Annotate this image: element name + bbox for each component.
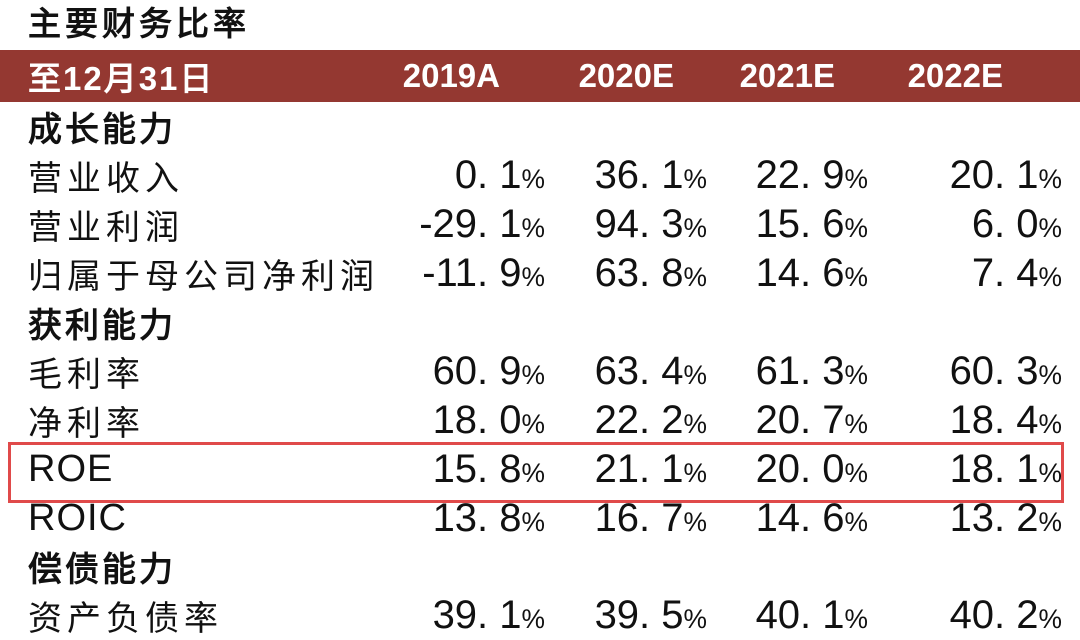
cell-value: 18. 0% (432, 398, 545, 442)
cell-value: 22. 9% (755, 153, 868, 197)
section-row: 偿债能力 (0, 542, 1080, 591)
row-label: 营业收入 (28, 161, 184, 198)
cell-value: 20. 0% (755, 446, 868, 491)
section-row: 成长能力 (0, 102, 1080, 151)
cell-value: 18. 4% (949, 398, 1062, 442)
cell-value: 14. 6% (755, 495, 868, 540)
cell-value: 36. 1% (594, 153, 707, 197)
section-label: 获利能力 (28, 308, 176, 345)
table-row: 营业收入 0. 1% 36. 1% 22. 9% 20. 1% (0, 151, 1080, 200)
page-title: 主要财务比率 (28, 7, 250, 43)
cell-value: 14. 6% (755, 251, 868, 295)
cell-value: 39. 1% (432, 593, 545, 638)
cell-value: 61. 3% (755, 349, 868, 393)
cell-value: 18. 1% (949, 446, 1062, 491)
cell-value: 21. 1% (594, 446, 707, 491)
cell-value: 15. 6% (755, 202, 868, 246)
cell-value: 20. 7% (755, 398, 868, 442)
table-row: 净利率 18. 0% 22. 2% 20. 7% 18. 4% (0, 396, 1080, 445)
table-row: 资产负债率 39. 1% 39. 5% 40. 1% 40. 2% (0, 591, 1080, 640)
cell-value: 63. 4% (594, 349, 707, 393)
section-label: 偿债能力 (28, 552, 176, 590)
financial-ratios-table: 至12月31日 2019A 2020E 2021E 2022E 成长能力营业收入 0. 1… (0, 50, 1080, 640)
table-body: 成长能力营业收入 0. 1% 36. 1% 22. 9% 20. 1% 营业利润 -29. … (0, 102, 1080, 640)
cell-value: -11. 9% (422, 251, 545, 295)
cell-value: 60. 9% (432, 349, 545, 393)
column-header-date: 至12月31日 (0, 50, 390, 102)
cell-value: -29. 1% (419, 202, 545, 246)
cell-value: 16. 7% (594, 495, 707, 540)
cell-value: 39. 5% (594, 593, 707, 638)
table-row: 毛利率 60. 9% 63. 4% 61. 3% 60. 3% (0, 347, 1080, 396)
row-label: 毛利率 (28, 357, 145, 394)
row-label: ROE (0, 442, 1064, 503)
row-label: 净利率 (28, 406, 145, 443)
cell-value: 60. 3% (949, 349, 1062, 393)
table-header-row: 至12月31日 2019A 2020E 2021E 2022E (0, 50, 1080, 102)
column-header-2022e: 2022E (880, 50, 1080, 102)
row-label: ROIC (28, 496, 127, 539)
cell-value: 15. 8% (432, 446, 545, 491)
highlighted-row: ROE 15. 8% 21. 1% 20. 0% 18. 1% (0, 442, 1080, 503)
table-row: 归属于母公司净利润 -11. 9% 63. 8% 14. 6% 7. 4% (0, 249, 1080, 298)
section-label: 成长能力 (28, 112, 176, 149)
column-header-2019a: 2019A (390, 50, 550, 102)
cell-value: 13. 8% (432, 495, 545, 540)
cell-value: 40. 2% (949, 593, 1062, 638)
cell-value: 22. 2% (594, 398, 707, 442)
table-row: 营业利润 -29. 1% 94. 3% 15. 6% 6. 0% (0, 200, 1080, 249)
section-row: 获利能力 (0, 298, 1080, 347)
cell-value: 6. 0% (971, 202, 1062, 246)
row-label: 营业利润 (28, 210, 184, 247)
cell-value: 20. 1% (949, 153, 1062, 197)
column-header-2021e: 2021E (715, 50, 880, 102)
cell-value: 13. 2% (949, 495, 1062, 540)
row-label: 归属于母公司净利润 (28, 259, 379, 296)
cell-value: 0. 1% (454, 153, 545, 197)
row-label: 资产负债率 (28, 601, 223, 639)
cell-value: 7. 4% (971, 251, 1062, 295)
cell-value: 63. 8% (594, 251, 707, 295)
cell-value: 40. 1% (755, 593, 868, 638)
table-row: ROIC 13. 8% 16. 7% 14. 6% 13. 2% (0, 494, 1080, 543)
cell-value: 94. 3% (594, 202, 707, 246)
column-header-2020e: 2020E (550, 50, 715, 102)
